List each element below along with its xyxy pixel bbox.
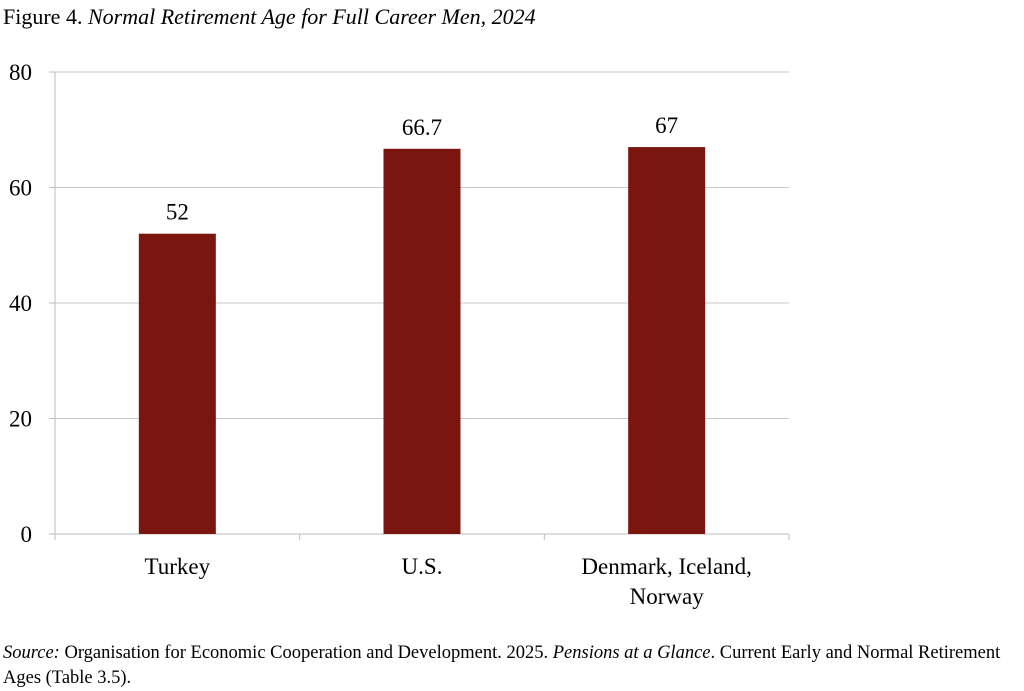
source-text-2: . Current Early and Normal Retirement Ag…	[3, 643, 1001, 688]
bars	[138, 147, 706, 534]
source-label: Source:	[3, 643, 60, 663]
figure-label: Figure 4.	[3, 4, 83, 29]
figure-title-text: Normal Retirement Age for Full Career Me…	[87, 4, 536, 29]
y-tick-label: 60	[9, 176, 32, 201]
data-labels: 52 66.7 67	[166, 113, 678, 225]
figure-title: Figure 4. Normal Retirement Age for Full…	[3, 4, 536, 30]
bar-chart: 0 20 40 60 80 52 66.7 67 Turkey U.S. Denmark, Ic…	[9, 60, 790, 609]
bar	[138, 233, 216, 534]
y-tick-label: 80	[9, 60, 32, 85]
source-text-1: Organisation for Economic Cooperation an…	[59, 643, 553, 663]
x-tick-label: Turkey	[145, 554, 211, 579]
y-tick-labels: 0 20 40 60 80	[9, 60, 32, 547]
bar	[383, 148, 461, 534]
bar	[628, 147, 706, 534]
source-note: Source: Organisation for Economic Cooper…	[3, 641, 1021, 691]
x-tick-label: Norway	[630, 584, 705, 609]
x-tick-labels: Turkey U.S. Denmark, Iceland, Norway	[145, 554, 752, 609]
x-tick-label: Denmark, Iceland,	[581, 554, 752, 579]
source-publication: Pensions at a Glance	[552, 643, 711, 663]
x-tick-label: U.S.	[402, 554, 443, 579]
y-tick-label: 40	[9, 291, 32, 316]
data-label: 67	[655, 113, 678, 138]
data-label: 66.7	[402, 115, 442, 140]
data-label: 52	[166, 200, 189, 225]
y-tick-label: 20	[9, 407, 32, 432]
y-tick-label: 0	[21, 522, 33, 547]
